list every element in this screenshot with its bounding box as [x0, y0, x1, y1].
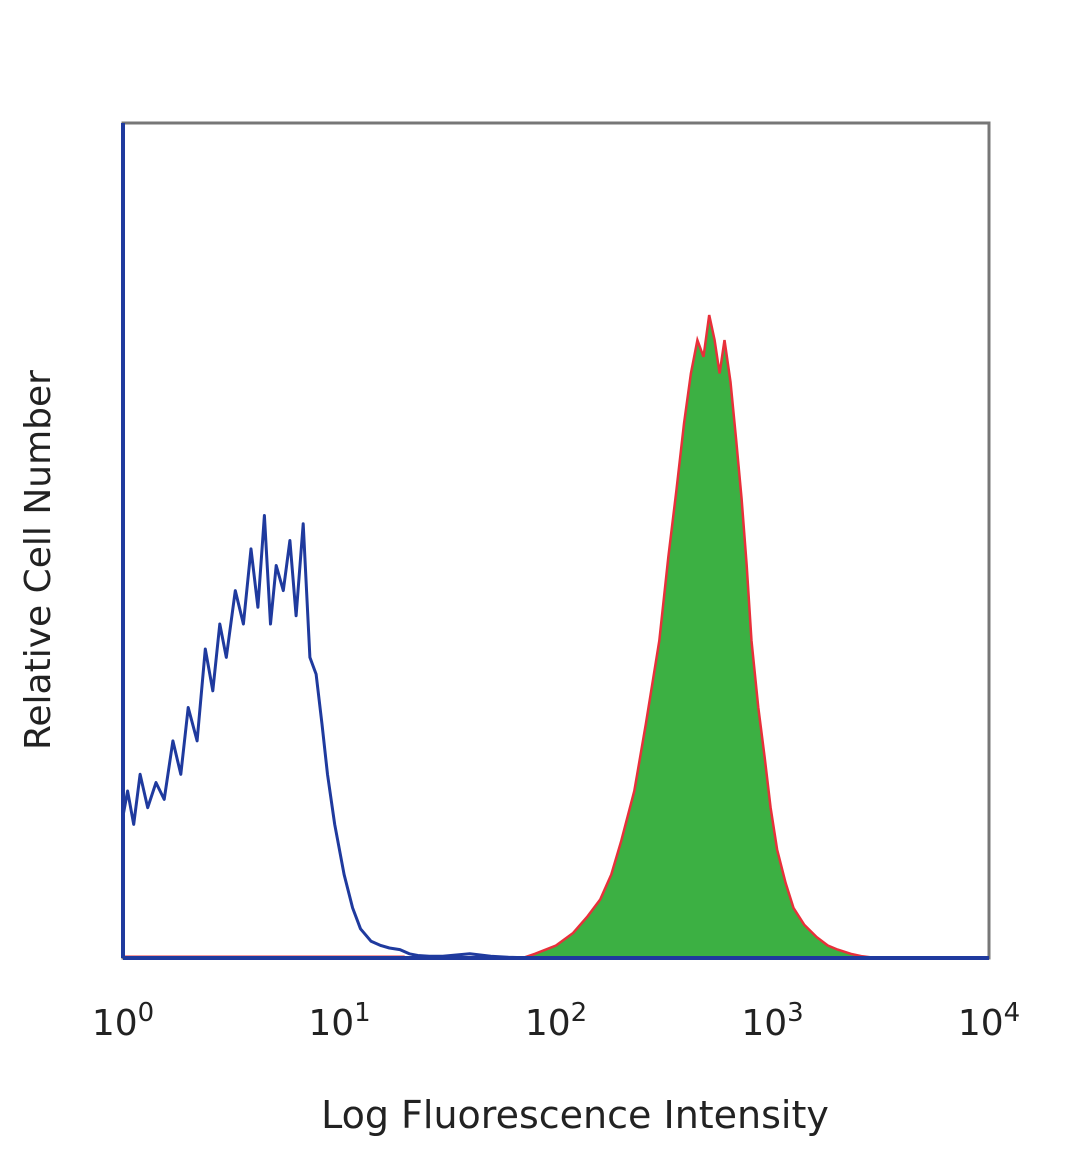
- series-1-fill: [522, 315, 876, 958]
- series-layer: [121, 314, 876, 960]
- x-tick-label-0: 100: [92, 998, 154, 1044]
- x-axis-title: Log Fluorescence Intensity: [321, 1093, 829, 1137]
- series-0-line: [121, 514, 556, 960]
- y-axis-title: Relative Cell Number: [18, 370, 59, 750]
- x-tick-label-4: 104: [958, 998, 1020, 1044]
- x-tick-label-2: 102: [525, 998, 587, 1044]
- x-tick-label-3: 103: [741, 998, 803, 1044]
- plot-frame: [121, 121, 991, 960]
- series-1-outline: [522, 314, 876, 960]
- x-tick-labels: 100 101 102 103 104: [92, 998, 1020, 1044]
- x-tick-label-1: 101: [308, 998, 370, 1044]
